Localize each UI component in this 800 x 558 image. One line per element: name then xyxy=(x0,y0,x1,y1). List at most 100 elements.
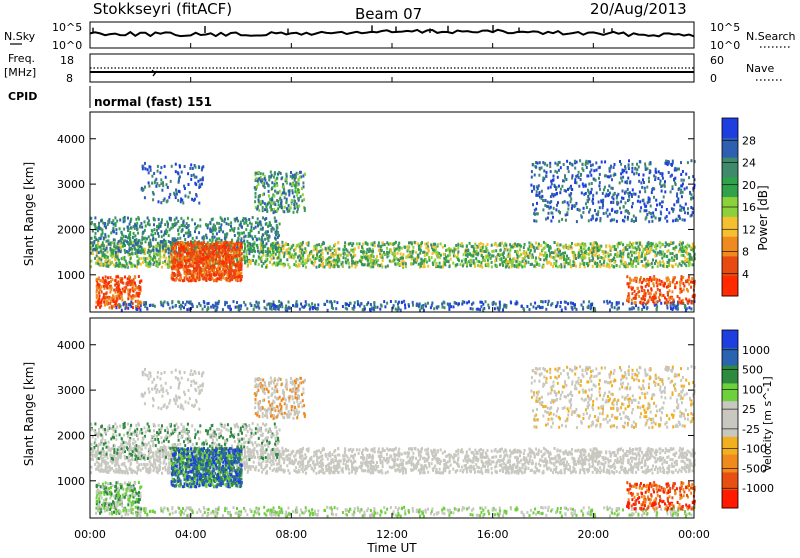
power-cell xyxy=(172,306,174,309)
power-cell xyxy=(254,305,256,308)
power-cell xyxy=(118,288,120,291)
power-cell xyxy=(530,249,532,252)
power-cell xyxy=(106,240,108,243)
power-cell xyxy=(453,305,455,308)
power-cell xyxy=(313,245,315,248)
power-cell xyxy=(229,245,231,248)
power-cell xyxy=(115,228,117,231)
power-cell xyxy=(272,242,274,245)
power-cell xyxy=(617,251,619,254)
power-cell xyxy=(614,306,616,309)
power-cell xyxy=(397,303,399,306)
power-cell xyxy=(639,242,641,245)
power-cell xyxy=(178,247,180,250)
power-cell xyxy=(107,276,109,279)
power-cell xyxy=(99,288,101,291)
power-cell xyxy=(277,226,279,229)
power-cell xyxy=(100,279,102,282)
power-cell xyxy=(431,302,433,305)
power-cell xyxy=(655,260,657,263)
power-cell xyxy=(506,260,508,263)
power-cell xyxy=(610,247,612,250)
power-cell xyxy=(682,218,684,221)
power-cell xyxy=(303,251,305,254)
power-cell xyxy=(618,302,620,305)
power-cell xyxy=(402,262,404,265)
power-cell xyxy=(289,183,291,186)
power-cell xyxy=(224,241,226,244)
power-cell xyxy=(511,263,513,266)
power-cell xyxy=(499,244,501,247)
power-cell xyxy=(381,265,383,268)
power-cell xyxy=(517,251,519,254)
power-cell xyxy=(241,226,243,229)
power-cell xyxy=(119,262,121,265)
power-cell xyxy=(96,291,98,294)
power-cell xyxy=(354,262,356,265)
power-cell xyxy=(426,253,428,256)
power-cell xyxy=(488,306,490,309)
power-cell xyxy=(598,254,600,257)
power-cell xyxy=(571,306,573,309)
power-cell xyxy=(370,303,372,306)
power-cell xyxy=(134,281,136,284)
power-cell xyxy=(194,241,196,244)
power-cell xyxy=(582,308,584,311)
power-cell xyxy=(286,198,288,201)
power-cell xyxy=(224,277,226,280)
power-cell xyxy=(151,229,153,232)
power-cell xyxy=(100,250,102,253)
power-cell xyxy=(220,276,222,279)
power-cell xyxy=(273,301,275,304)
power-cell xyxy=(419,248,421,251)
power-cell xyxy=(110,231,112,234)
power-cell xyxy=(126,240,128,243)
power-cell xyxy=(374,306,376,309)
power-cell xyxy=(679,262,681,265)
power-cell xyxy=(132,244,134,247)
power-cell xyxy=(212,304,214,307)
power-cell xyxy=(243,239,245,242)
power-cell xyxy=(105,275,107,278)
power-cell xyxy=(647,252,649,255)
power-cell xyxy=(252,238,254,241)
power-cell xyxy=(338,248,340,251)
power-cell xyxy=(277,256,279,259)
power-cell xyxy=(259,220,261,223)
power-cell xyxy=(136,308,138,311)
power-cell xyxy=(293,211,295,214)
power-cell xyxy=(234,255,236,258)
power-cell xyxy=(331,254,333,257)
power-cell xyxy=(159,246,161,249)
power-cell xyxy=(552,265,554,268)
power-cell xyxy=(310,250,312,253)
power-cell xyxy=(112,300,114,303)
power-cell xyxy=(561,253,563,256)
power-cell xyxy=(564,306,566,309)
power-cell xyxy=(503,260,505,263)
power-cell xyxy=(461,260,463,263)
power-cell xyxy=(193,252,195,255)
power-cell xyxy=(184,303,186,306)
power-cell xyxy=(273,307,275,310)
power-cell xyxy=(538,263,540,266)
power-cell xyxy=(605,251,607,254)
power-cell xyxy=(345,248,347,251)
power-cell xyxy=(316,250,318,253)
power-cell xyxy=(373,301,375,304)
power-cell xyxy=(431,252,433,255)
power-cell xyxy=(190,279,192,282)
power-cell xyxy=(132,287,134,290)
power-cell xyxy=(104,233,106,236)
power-cell xyxy=(133,232,135,235)
power-cell xyxy=(128,293,130,296)
power-cell xyxy=(474,265,476,268)
power-cell xyxy=(491,261,493,264)
power-cell xyxy=(350,242,352,245)
power-cell xyxy=(320,258,322,261)
power-cell xyxy=(255,195,257,198)
power-cell xyxy=(578,251,580,254)
power-cell xyxy=(132,236,134,239)
power-cell xyxy=(431,256,433,259)
power-cell xyxy=(238,267,240,270)
